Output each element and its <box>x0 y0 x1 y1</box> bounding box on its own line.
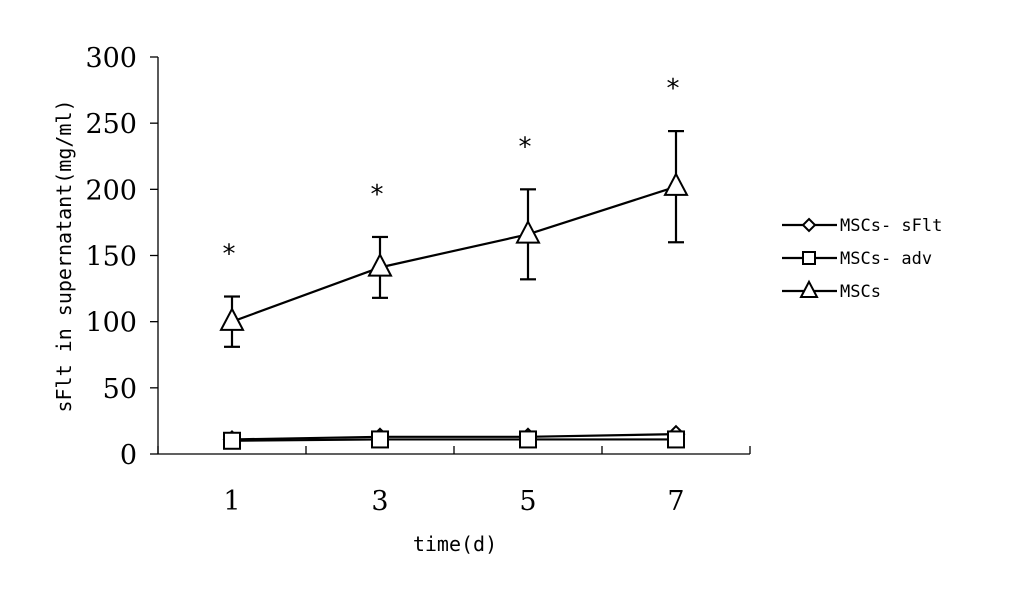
significance-mark: * <box>371 180 384 210</box>
x-tick-label: 7 <box>667 486 684 517</box>
y-tick-label: 50 <box>103 374 137 405</box>
x-tick-label: 1 <box>223 486 240 517</box>
x-tick-label: 3 <box>371 486 388 517</box>
triangle-marker <box>219 306 245 331</box>
y-tick-label: 250 <box>85 109 137 140</box>
square-marker <box>223 431 241 450</box>
legend-label: MSCs- sFlt <box>840 216 942 236</box>
legend-label: MSCs <box>840 282 881 302</box>
legend-item: MSCs <box>782 279 881 302</box>
axes: 0 50 100 150 200 250 300 1 3 5 7 <box>85 43 751 517</box>
x-tick-label: 5 <box>519 486 536 517</box>
y-tick-label: 150 <box>85 242 137 273</box>
series-diamond <box>222 424 686 449</box>
diamond-marker <box>801 217 817 233</box>
series-layer: * * * * <box>219 74 689 450</box>
series-line <box>231 185 677 323</box>
legend-item: MSCs- sFlt <box>782 216 942 236</box>
significance-mark: * <box>667 74 680 104</box>
series-triangle <box>219 130 689 348</box>
triangle-marker <box>367 252 393 277</box>
square-marker <box>371 430 389 449</box>
triangle-marker <box>515 219 541 244</box>
triangle-marker <box>799 279 819 298</box>
series-line <box>231 433 677 441</box>
x-axis-title: time(d) <box>413 532 497 556</box>
square-marker <box>802 251 816 265</box>
y-tick-label: 100 <box>85 308 137 339</box>
y-axis-title: sFlt in supernatant(mg/ml) <box>52 99 76 412</box>
square-marker <box>519 430 537 449</box>
triangle-marker <box>663 171 689 196</box>
y-tick-label: 200 <box>85 175 137 206</box>
series-line <box>231 438 676 442</box>
y-tick-label: 0 <box>120 440 137 471</box>
significance-mark: * <box>223 240 236 270</box>
y-tick-label: 300 <box>85 43 137 74</box>
legend: MSCs- sFlt MSCs- adv MSCs <box>782 216 942 302</box>
square-marker <box>667 430 685 449</box>
significance-mark: * <box>519 132 532 162</box>
legend-label: MSCs- adv <box>840 249 932 269</box>
series-square <box>223 430 685 450</box>
legend-item: MSCs- adv <box>782 249 932 269</box>
